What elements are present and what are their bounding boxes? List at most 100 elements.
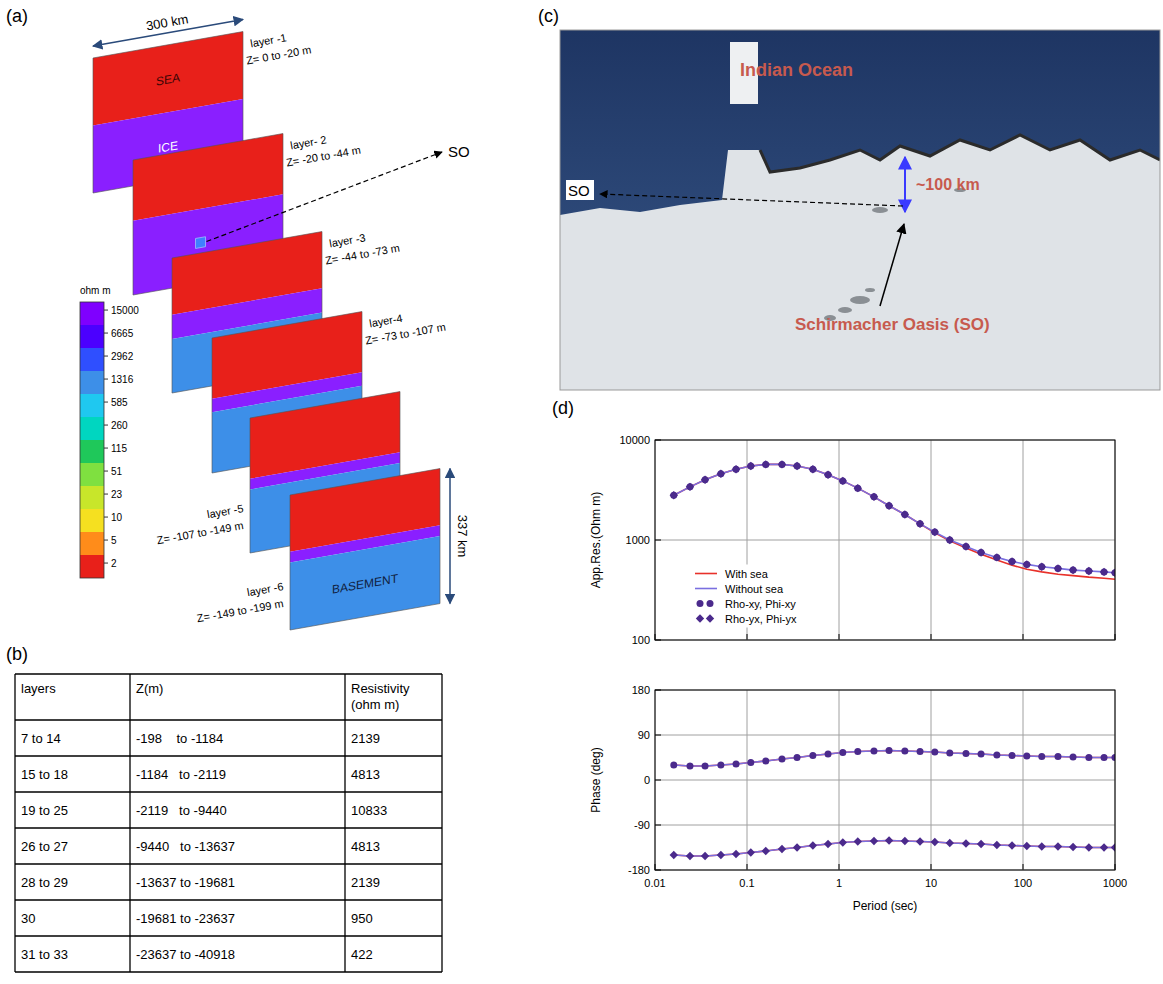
grid-line [655,780,1115,781]
data-point [809,841,817,849]
axis-title: Period (sec) [853,899,918,913]
layer-depth: Z= -149 to -199 m [196,597,285,624]
data-point [670,491,678,499]
data-point [901,511,908,518]
table-cell: 10833 [351,803,387,818]
data-point [733,761,740,768]
table-cell: 15 to 18 [21,767,68,782]
data-point [870,837,878,845]
plot-area [655,440,1115,640]
tick-label: 1000 [626,534,650,546]
plot-frame [655,690,1115,870]
data-point [686,763,693,770]
panel-letter: (b) [6,644,28,664]
data-point [1070,754,1077,761]
colorbar-tick [104,356,108,357]
data-point [839,838,847,846]
tick-mark [747,864,748,870]
data-point [778,460,786,468]
table-rule [15,827,442,828]
data-point [946,839,954,847]
material-label: BASEMENT [332,571,399,597]
table-rule [129,674,130,972]
colorbar-cell [80,348,104,371]
data-point [901,837,909,845]
colorbar-label: 6665 [111,328,134,339]
data-point [1023,560,1031,568]
plot-frame [655,440,1115,640]
colorbar-cell [80,371,104,394]
data-point [762,460,770,468]
colorbar-title: ohm m [80,285,111,296]
colorbar-cell [80,325,104,348]
data-point [670,492,677,499]
table-cell: 4813 [351,839,380,854]
colorbar-label: 2962 [111,351,134,362]
data-point [809,752,816,759]
data-point [794,754,801,761]
data-point [931,528,939,536]
colorbar-cell [80,509,104,532]
data-layer [670,747,1115,860]
legend-swatch [696,614,704,622]
data-point [931,749,938,756]
panel-letter: (a) [6,6,28,26]
table-rule [344,674,345,972]
tick-label: 180 [632,684,650,696]
colorbar-label: 115 [111,443,127,454]
series-line [674,841,1115,857]
data-point [854,837,862,845]
tick-label: 0 [644,774,650,786]
oasis-arrow [880,224,904,306]
table-cell: -19681 to -23637 [136,911,235,926]
data-point [793,462,801,470]
table-rule [15,899,442,900]
tick-label: 1000 [1103,877,1127,889]
table-cell: 31 to 33 [21,947,68,962]
data-point [1085,567,1092,574]
legend-label: Rho-xy, Phi-xy [725,598,796,610]
legend-swatch [695,573,717,575]
colorbar-cell [80,440,104,463]
colorbar-tick [104,471,108,472]
slab-outline [290,469,440,630]
data-point [778,756,785,763]
data-point [1038,563,1046,571]
table-rule [15,719,442,720]
data-point [1069,566,1077,574]
colorbar-tick [104,379,108,380]
data-point [962,542,970,550]
width-label: 300 km [145,11,190,33]
data-point [886,747,893,754]
table-rule [15,673,442,674]
colorbar-label: 260 [111,420,128,431]
tick-mark [1023,864,1024,870]
data-point [778,461,785,468]
table-rule [15,935,442,936]
data-point [1009,558,1016,565]
rock-outcrop [838,307,852,313]
data-point [793,843,801,851]
layer-name: layer- 2 [289,133,327,151]
axis-title: Phase (deg) [589,747,603,812]
data-point [1038,753,1045,760]
data-point [885,836,893,844]
data-point [901,510,909,518]
data-point [1038,563,1045,570]
data-point [747,848,755,856]
data-point [825,471,832,478]
data-point [1111,843,1115,851]
table-rule [14,674,15,972]
data-point [993,841,1001,849]
header-line: layers [21,681,56,696]
data-point [1101,754,1108,761]
layer-depth: Z= -73 to -107 m [364,321,446,347]
tick-mark [931,634,932,640]
column-header: Z(m) [136,681,163,696]
data-point [762,461,769,468]
tick-mark [655,735,661,736]
data-point [1038,842,1046,850]
tick-label: 100 [632,634,650,646]
table-cell: -1184 to -2119 [136,767,226,782]
data-point [917,520,924,527]
